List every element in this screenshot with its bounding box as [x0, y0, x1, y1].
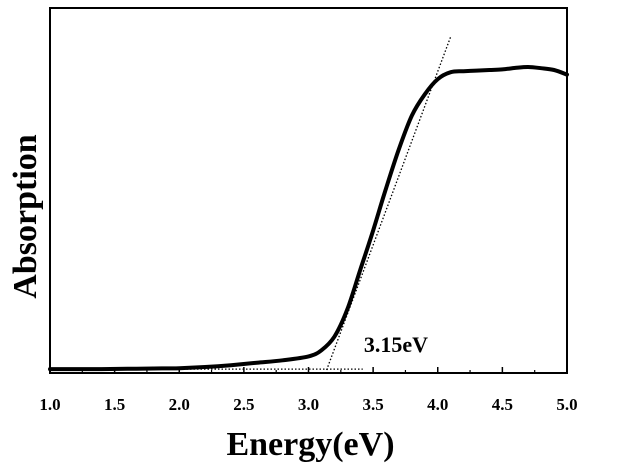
y-axis-title: Absorption [7, 134, 44, 298]
x-tick-label: 3.5 [363, 395, 384, 414]
plot-frame [49, 7, 568, 374]
x-tick-label: 1.5 [104, 395, 125, 414]
bandgap-annotation: 3.15eV [364, 332, 428, 357]
x-tick-label: 3.0 [298, 395, 319, 414]
x-tick-label: 4.5 [492, 395, 513, 414]
absorption-series-line-0 [48, 64, 569, 372]
x-tick-label: 4.0 [427, 395, 448, 414]
x-tick-label: 1.0 [39, 395, 60, 414]
x-tick-label: 2.5 [233, 395, 254, 414]
x-tick-label: 2.0 [169, 395, 190, 414]
x-tick-label: 5.0 [556, 395, 577, 414]
x-axis-title: Energy(eV) [226, 426, 394, 463]
